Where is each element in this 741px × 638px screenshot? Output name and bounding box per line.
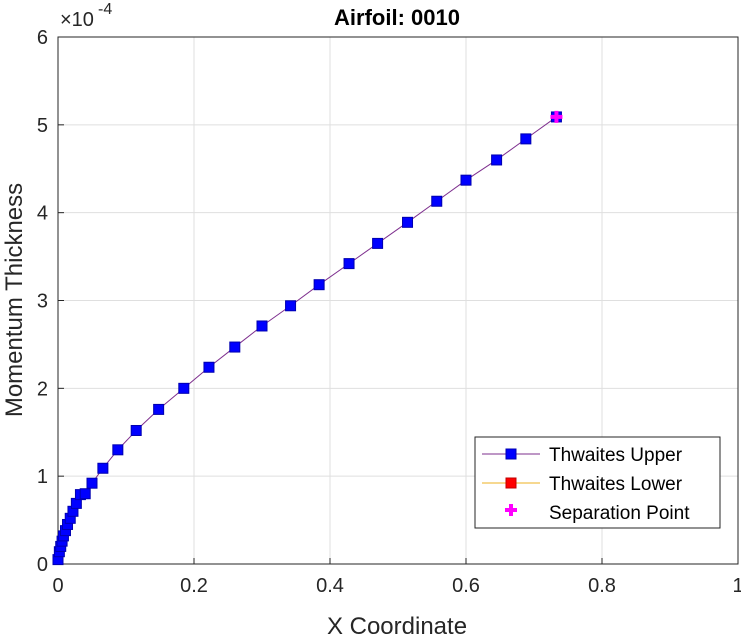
legend-label-thwaites-lower: Thwaites Lower bbox=[549, 474, 683, 495]
data-point-thwaites-upper bbox=[372, 237, 384, 249]
data-point-thwaites-upper bbox=[97, 462, 109, 474]
x-tick-label: 0.8 bbox=[588, 575, 616, 597]
y-exponent-label: ×10 -4 bbox=[60, 1, 112, 31]
series-layer bbox=[52, 110, 563, 566]
data-point-thwaites-upper bbox=[402, 216, 414, 228]
y-tick-label: 5 bbox=[37, 115, 48, 137]
legend-label-thwaites-upper: Thwaites Upper bbox=[549, 445, 683, 466]
data-point-thwaites-upper bbox=[256, 320, 268, 332]
y-tick-label: 2 bbox=[37, 378, 48, 400]
data-point-thwaites-upper bbox=[520, 133, 532, 145]
data-point-thwaites-upper bbox=[431, 195, 443, 207]
data-point-thwaites-upper bbox=[229, 341, 241, 353]
data-point-thwaites-upper bbox=[130, 424, 142, 436]
legend-entry-separation-point: Separation Point bbox=[505, 503, 690, 524]
legend-entry-thwaites-lower: Thwaites Lower bbox=[482, 474, 683, 495]
y-tick-label: 0 bbox=[37, 554, 48, 576]
legend-label-separation-point: Separation Point bbox=[549, 503, 690, 524]
x-tick-label: 0 bbox=[52, 575, 63, 597]
data-point-thwaites-upper bbox=[203, 361, 215, 373]
legend-entry-thwaites-upper: Thwaites Upper bbox=[482, 445, 683, 466]
x-tick-label: 1 bbox=[732, 575, 741, 597]
data-point-thwaites-upper bbox=[153, 403, 165, 415]
y-tick-label: 4 bbox=[37, 203, 48, 225]
data-point-thwaites-upper bbox=[79, 488, 91, 500]
x-tick-label: 0.4 bbox=[316, 575, 344, 597]
chart-title: Airfoil: 0010 bbox=[334, 5, 460, 30]
legend-marker-thwaites-upper bbox=[505, 448, 517, 460]
data-point-thwaites-upper bbox=[178, 382, 190, 394]
svg-text:×10: ×10 bbox=[60, 9, 94, 31]
y-tick-label: 1 bbox=[37, 466, 48, 488]
data-point-separation-point bbox=[550, 110, 563, 123]
x-axis-title: X Coordinate bbox=[327, 613, 467, 638]
series-separation-point bbox=[550, 110, 563, 123]
x-tick-label: 0.6 bbox=[452, 575, 480, 597]
y-tick-label: 6 bbox=[37, 27, 48, 49]
y-axis-title: Momentum Thickness bbox=[1, 183, 28, 417]
legend-marker-separation-point bbox=[505, 504, 517, 516]
legend: Thwaites Upper Thwaites Lower Separation… bbox=[474, 436, 721, 529]
data-point-thwaites-upper bbox=[460, 174, 472, 186]
y-tick-label: 3 bbox=[37, 291, 48, 313]
ticks: 0 0.2 0.4 0.6 0.8 1 0 1 2 3 4 5 6 bbox=[37, 27, 741, 597]
data-point-thwaites-upper bbox=[112, 444, 124, 456]
data-point-thwaites-upper bbox=[285, 300, 297, 312]
data-point-thwaites-upper bbox=[313, 279, 325, 291]
data-point-thwaites-upper bbox=[343, 258, 355, 270]
data-point-thwaites-upper bbox=[86, 477, 98, 489]
legend-marker-thwaites-lower bbox=[505, 477, 517, 489]
x-tick-label: 0.2 bbox=[180, 575, 208, 597]
svg-text:-4: -4 bbox=[98, 1, 112, 18]
data-point-thwaites-upper bbox=[491, 154, 503, 166]
